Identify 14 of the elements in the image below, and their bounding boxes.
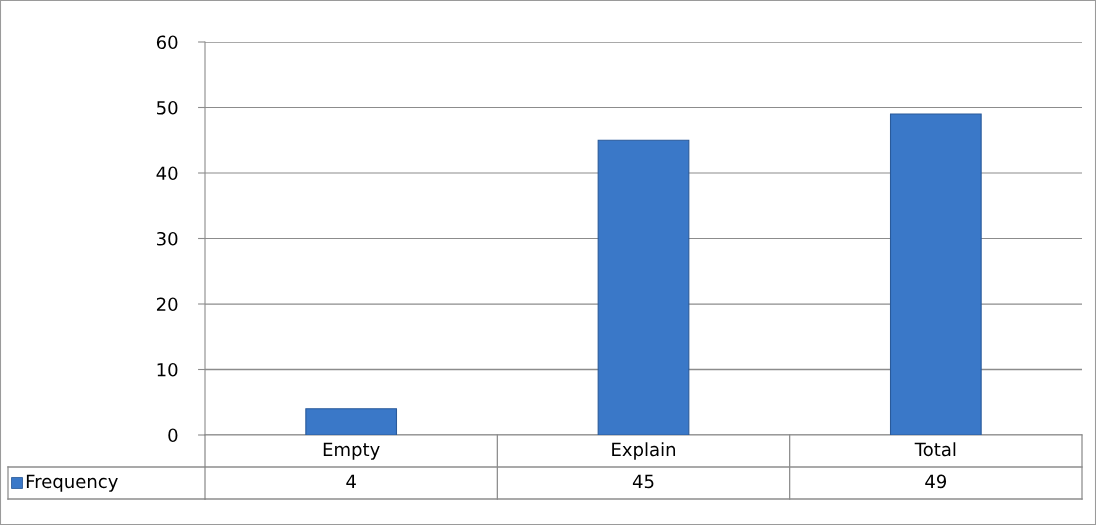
y-tick-label: 20	[156, 297, 178, 312]
y-tick-label: 10	[157, 362, 178, 377]
x-tick-label: Total	[914, 442, 956, 457]
y-tick-label: 50	[157, 100, 178, 115]
data-label: 49	[925, 474, 947, 489]
legend-label: Frequency	[26, 474, 118, 492]
y-tick-label: 30	[157, 231, 178, 246]
data-label: 4	[346, 474, 356, 488]
data-label: 45	[632, 474, 654, 489]
x-tick-label: Empty	[323, 442, 380, 460]
y-tick-label: 0	[168, 428, 178, 443]
y-tick-label: 60	[156, 35, 178, 50]
x-tick-label: Explain	[612, 442, 676, 460]
y-tick-label: 40	[156, 166, 178, 181]
